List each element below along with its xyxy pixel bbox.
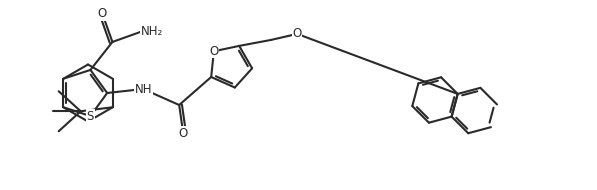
Text: O: O	[293, 27, 302, 40]
Text: NH: NH	[134, 82, 152, 96]
Text: O: O	[179, 127, 188, 139]
Text: NH₂: NH₂	[140, 25, 162, 38]
Text: O: O	[210, 45, 219, 58]
Text: O: O	[98, 7, 107, 21]
Text: S: S	[87, 110, 94, 123]
